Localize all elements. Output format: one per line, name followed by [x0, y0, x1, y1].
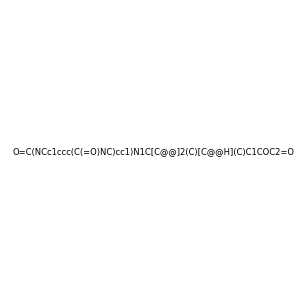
Text: O=C(NCc1ccc(C(=O)NC)cc1)N1C[C@@]2(C)[C@@H](C)C1COC2=O: O=C(NCc1ccc(C(=O)NC)cc1)N1C[C@@]2(C)[C@@… [13, 147, 295, 156]
